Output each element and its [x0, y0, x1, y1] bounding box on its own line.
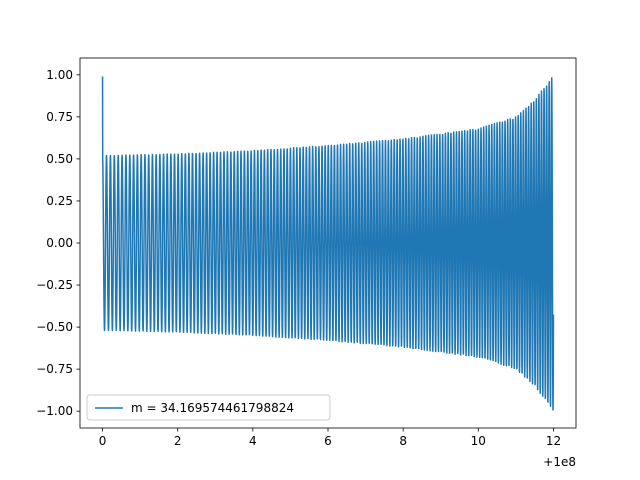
x-tick-label: 2 — [174, 434, 182, 448]
y-tick-label: −0.50 — [36, 320, 73, 334]
y-tick-label: 0.75 — [46, 110, 73, 124]
y-tick-label: 0.00 — [46, 236, 73, 250]
x-tick-label: 4 — [249, 434, 257, 448]
y-tick-label: −1.00 — [36, 404, 73, 418]
y-tick-label: −0.25 — [36, 278, 73, 292]
x-axis: 0 2 4 6 8 10 12 — [99, 428, 561, 448]
series-line — [101, 76, 555, 411]
y-tick-label: 0.50 — [46, 152, 73, 166]
legend-box — [86, 394, 331, 421]
legend: m = 34.169574461798824 — [86, 394, 331, 421]
plot-frame — [79, 57, 577, 429]
x-tick-label: 8 — [399, 434, 407, 448]
x-tick-label: 0 — [99, 434, 107, 448]
x-tick-label: 10 — [471, 434, 486, 448]
x-offset-label: +1e8 — [543, 455, 576, 469]
x-tick-label: 6 — [324, 434, 332, 448]
legend-label: m = 34.169574461798824 — [131, 401, 294, 415]
y-tick-label: 1.00 — [46, 68, 73, 82]
y-tick-label: −0.75 — [36, 362, 73, 376]
x-tick-label: 12 — [546, 434, 561, 448]
y-tick-label: 0.25 — [46, 194, 73, 208]
series-layer — [101, 76, 555, 411]
y-axis: 1.00 0.75 0.50 0.25 0.00 −0.25 −0.50 −0.75 −1.00 — [36, 68, 80, 418]
